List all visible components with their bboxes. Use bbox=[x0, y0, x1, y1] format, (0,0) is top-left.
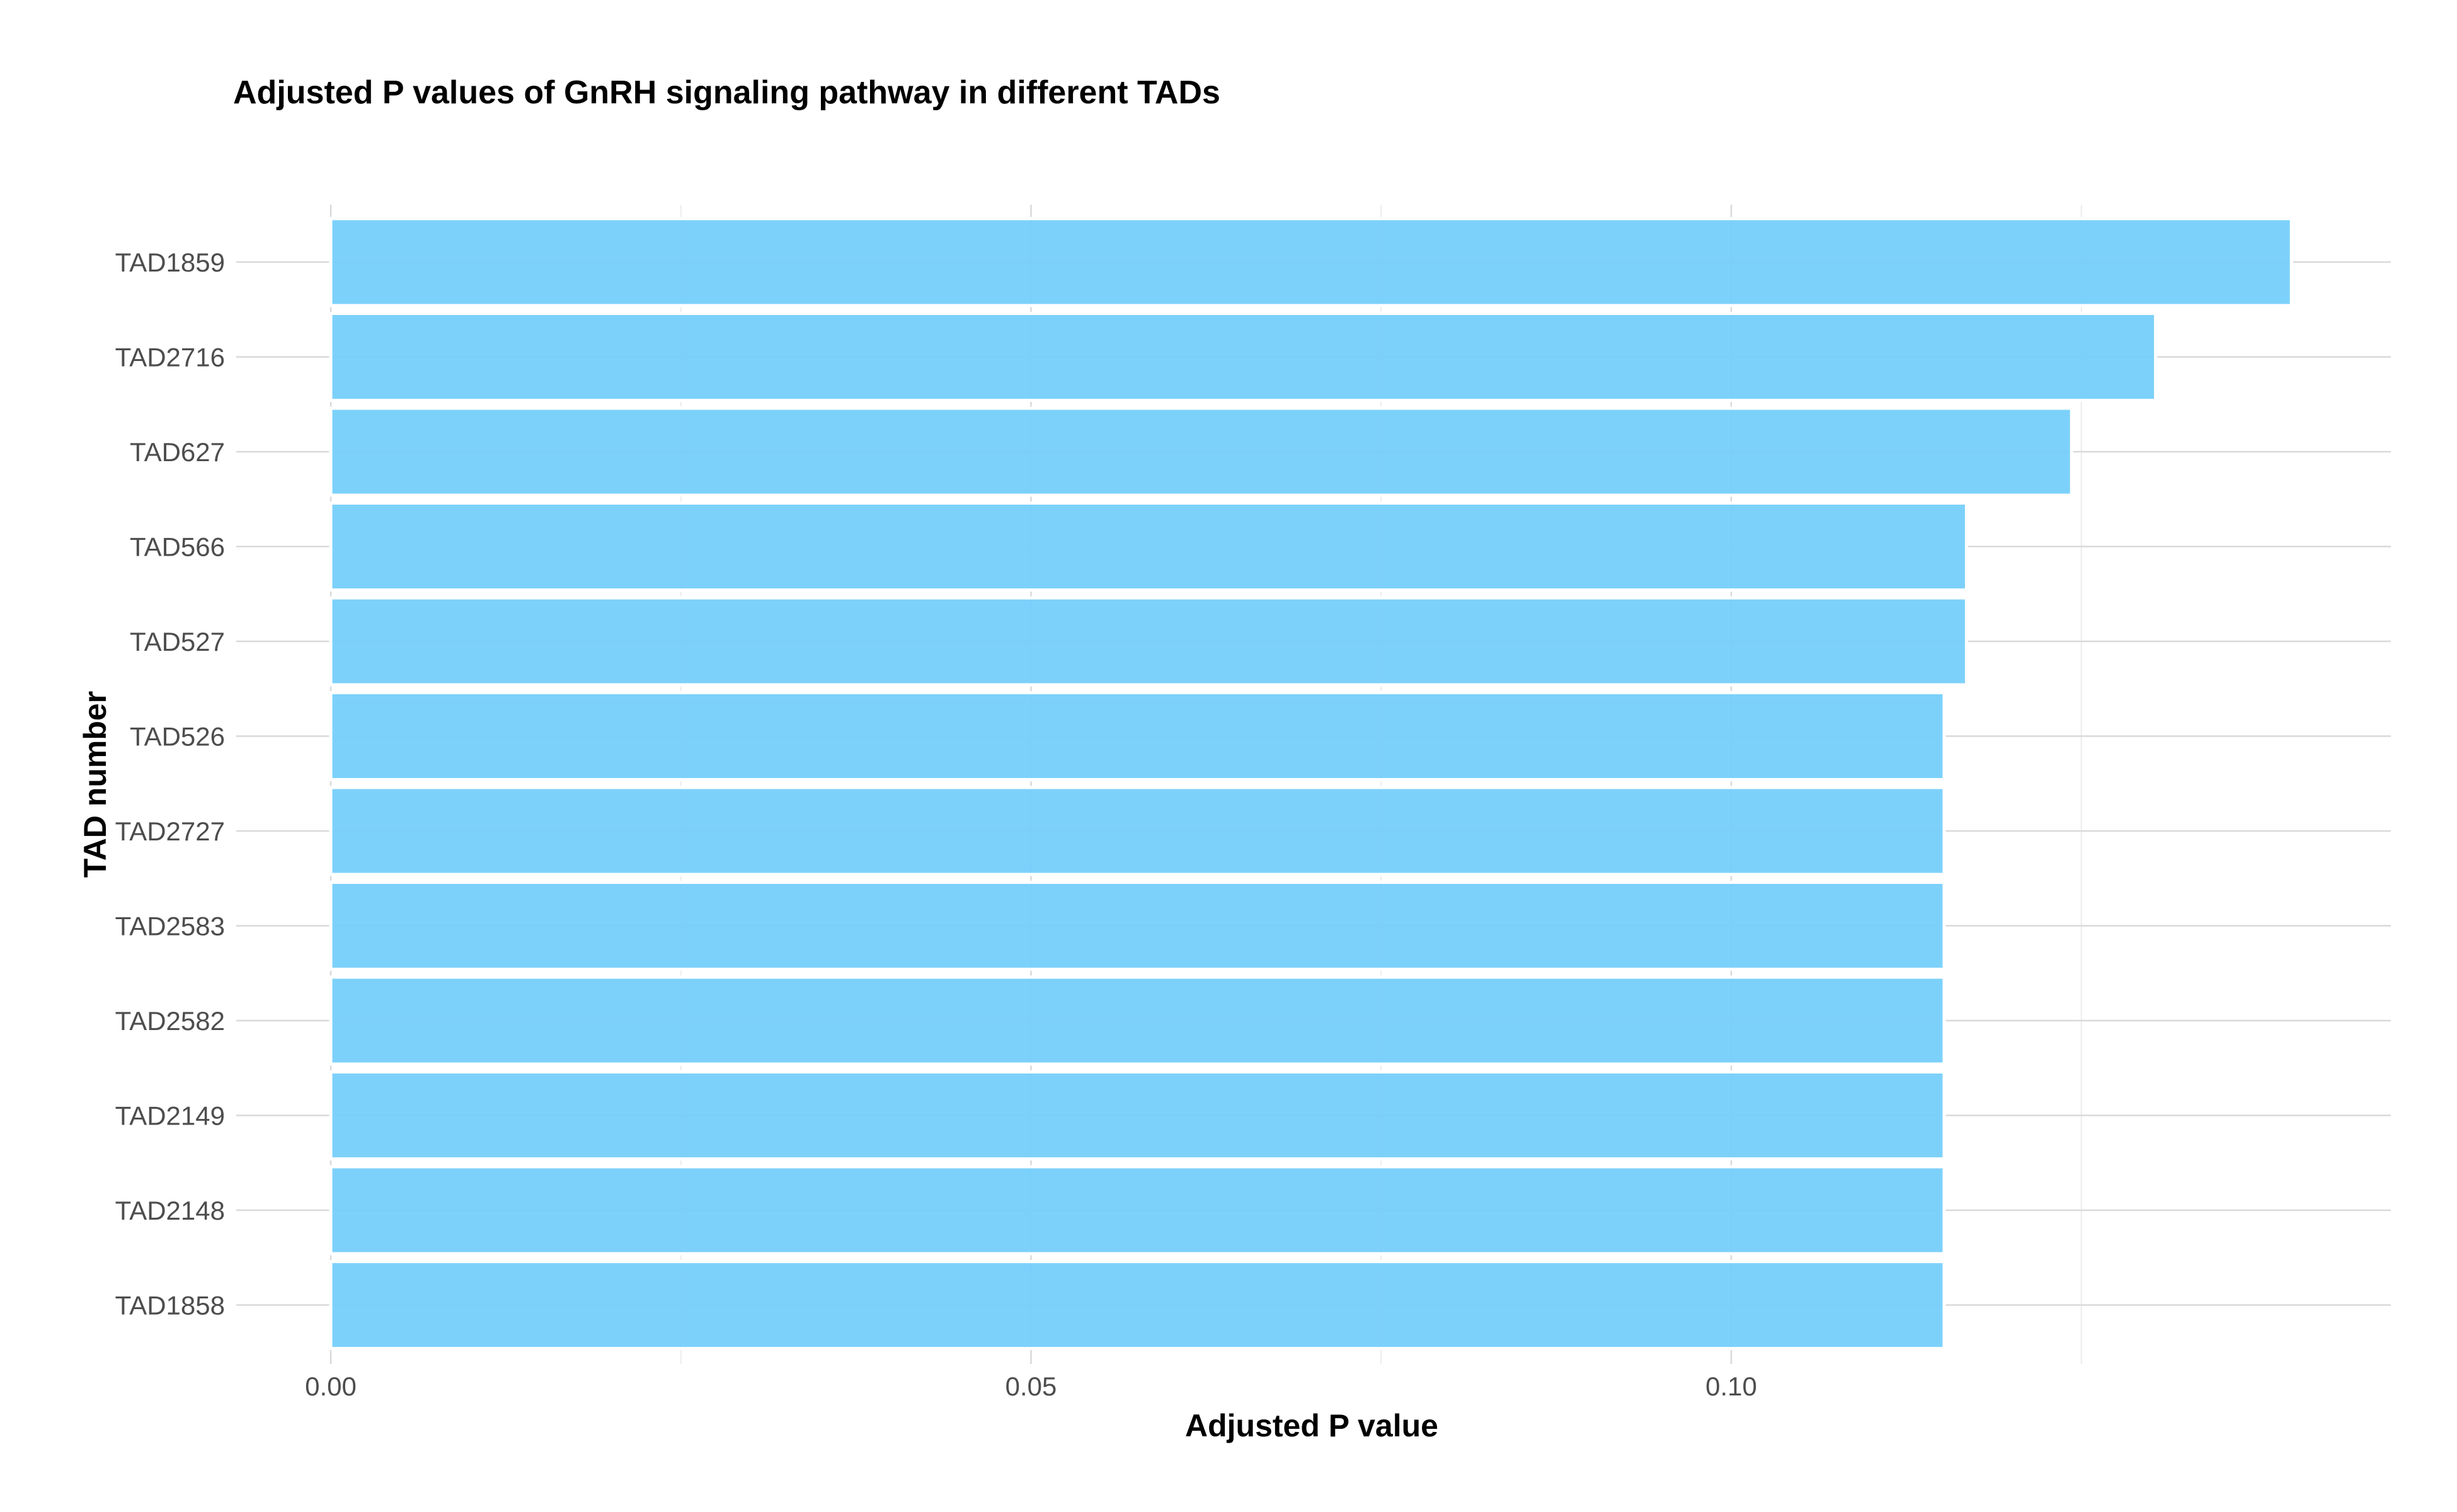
bar-tad2149 bbox=[329, 1070, 1946, 1160]
y-tick-label: TAD2582 bbox=[115, 1006, 225, 1036]
bar-tad2727 bbox=[329, 786, 1946, 876]
bar-tad526 bbox=[329, 691, 1946, 781]
y-tick-label: TAD2148 bbox=[115, 1196, 225, 1225]
y-tick-label: TAD2149 bbox=[115, 1101, 225, 1131]
y-tick-label: TAD526 bbox=[130, 722, 225, 752]
y-axis-tick-labels: TAD1859 TAD2716 TAD627 TAD566 TAD527 TAD526 TA… bbox=[115, 248, 225, 1320]
bar-tad1858 bbox=[329, 1260, 1946, 1350]
y-tick-label: TAD527 bbox=[130, 627, 225, 656]
bar-tad2583 bbox=[329, 881, 1946, 971]
y-tick-label: TAD627 bbox=[130, 437, 225, 467]
bars bbox=[329, 217, 2293, 1350]
y-tick-label: TAD566 bbox=[130, 532, 225, 562]
bar-tad527 bbox=[329, 596, 1968, 687]
bar-tad627 bbox=[329, 406, 2073, 497]
x-axis-title: Adjusted P value bbox=[1185, 1408, 1438, 1443]
y-axis-title: TAD number bbox=[77, 691, 113, 878]
y-tick-label: TAD2716 bbox=[115, 343, 225, 372]
y-tick-label: TAD2583 bbox=[115, 912, 225, 941]
y-tick-label: TAD1859 bbox=[115, 248, 225, 277]
x-tick-label: 0.00 bbox=[305, 1372, 357, 1401]
chart-title: Adjusted P values of GnRH signaling path… bbox=[233, 74, 1220, 111]
x-tick-label: 0.05 bbox=[1005, 1372, 1057, 1401]
x-tick-label: 0.10 bbox=[1705, 1372, 1757, 1401]
bar-tad2148 bbox=[329, 1165, 1946, 1256]
x-axis-tick-labels: 0.00 0.05 0.10 bbox=[305, 1372, 1757, 1401]
bar-tad566 bbox=[329, 501, 1968, 592]
bar-tad1859 bbox=[329, 217, 2293, 307]
bar-tad2582 bbox=[329, 975, 1946, 1066]
y-tick-label: TAD2727 bbox=[115, 816, 225, 846]
bar-tad2716 bbox=[329, 312, 2158, 402]
y-tick-label: TAD1858 bbox=[115, 1291, 225, 1320]
